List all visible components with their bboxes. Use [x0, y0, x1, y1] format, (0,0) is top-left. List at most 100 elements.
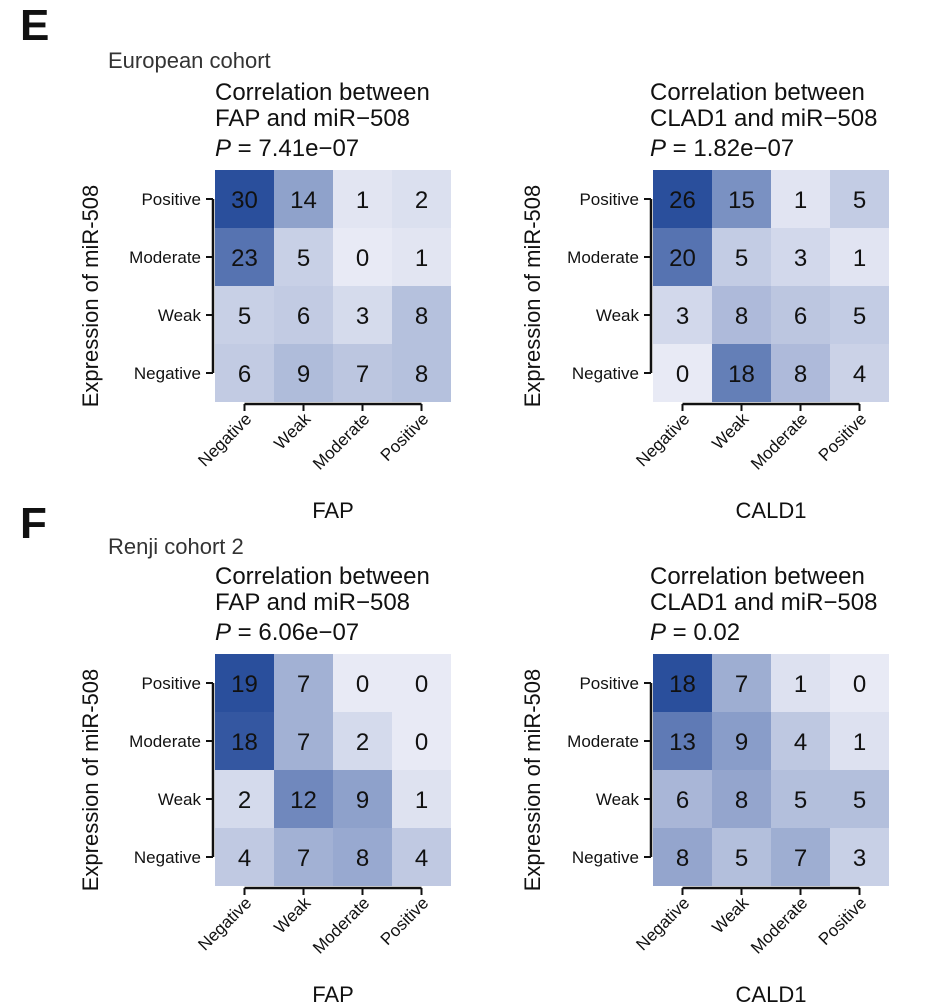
cell-value-label: 2	[415, 187, 428, 214]
cell-value-label: 8	[356, 845, 369, 872]
cell-value-label: 9	[297, 361, 310, 388]
panel-letter-e: E	[20, 1, 49, 50]
cell-value-label: 4	[238, 845, 251, 872]
heatmap-cell	[830, 228, 889, 286]
heatmap-cell	[712, 828, 771, 886]
cell-value-label: 8	[415, 361, 428, 388]
cell-value-label: 6	[676, 787, 689, 814]
p-value: = 7.41e−07	[231, 135, 359, 162]
cell-value-label: 0	[356, 671, 369, 698]
heatmap-cell	[771, 828, 830, 886]
cell-value-label: 15	[728, 187, 755, 214]
heatmap-cell	[712, 770, 771, 828]
cell-value-label: 3	[356, 303, 369, 330]
cell-value-label: 3	[853, 845, 866, 872]
x-tick-label: Negative	[194, 893, 255, 954]
heatmap-cell	[274, 654, 333, 712]
y-tick-label: Moderate	[567, 732, 639, 751]
cell-value-label: 5	[238, 303, 251, 330]
cell-value-label: 6	[794, 303, 807, 330]
x-tick-label: Moderate	[309, 893, 373, 957]
heatmap-cell	[771, 770, 830, 828]
cell-value-label: 9	[356, 787, 369, 814]
cell-value-label: 30	[231, 187, 258, 214]
chart-title-line1: Correlation between	[650, 79, 865, 106]
cohort-label-european: European cohort	[108, 48, 271, 73]
heatmap-cell	[771, 654, 830, 712]
cell-value-label: 0	[415, 671, 428, 698]
cell-value-label: 19	[231, 671, 258, 698]
heatmap-cell	[830, 828, 889, 886]
heatmap-cell	[653, 712, 712, 770]
heatmap-cell	[392, 712, 451, 770]
heatmap-cell	[215, 654, 274, 712]
heatmap-cell	[653, 228, 712, 286]
x-axis-title: CALD1	[736, 498, 807, 523]
cell-value-label: 9	[735, 729, 748, 756]
cell-value-label: 7	[735, 671, 748, 698]
y-tick-label: Weak	[596, 306, 640, 325]
heatmap-cell	[274, 228, 333, 286]
heatmap-cell	[274, 828, 333, 886]
heatmap-cell	[333, 712, 392, 770]
cell-value-label: 7	[297, 845, 310, 872]
cell-value-label: 26	[669, 187, 696, 214]
cell-value-label: 13	[669, 729, 696, 756]
p-value: = 0.02	[666, 619, 740, 646]
cell-value-label: 8	[735, 303, 748, 330]
heatmap-cell	[392, 228, 451, 286]
p-symbol: P	[215, 135, 231, 162]
heatmap-cell	[712, 344, 771, 402]
y-axis-title: Expression of miR-508	[520, 185, 545, 408]
y-tick-label: Negative	[134, 364, 201, 383]
cell-value-label: 3	[794, 245, 807, 272]
heatmap-cell	[333, 828, 392, 886]
y-tick-label: Positive	[141, 190, 201, 209]
y-tick-label: Positive	[141, 674, 201, 693]
heatmap-cell	[274, 770, 333, 828]
heatmap-cell	[830, 344, 889, 402]
heatmap-cell	[274, 286, 333, 344]
cell-value-label: 5	[853, 303, 866, 330]
y-tick-label: Moderate	[129, 248, 201, 267]
y-tick-label: Positive	[579, 674, 639, 693]
x-tick-label: Moderate	[747, 409, 811, 473]
heatmap-cell	[333, 344, 392, 402]
heatmap-cell	[830, 712, 889, 770]
p-symbol: P	[215, 619, 231, 646]
heatmap-cell	[653, 654, 712, 712]
y-tick-label: Moderate	[567, 248, 639, 267]
cell-value-label: 6	[297, 303, 310, 330]
y-tick-label: Negative	[572, 364, 639, 383]
x-tick-label: Weak	[708, 893, 752, 937]
chart-title-line1: Correlation between	[215, 79, 430, 106]
heatmap-cell	[333, 228, 392, 286]
heatmap-cell	[333, 654, 392, 712]
cell-value-label: 5	[735, 245, 748, 272]
heatmap-cell	[215, 170, 274, 228]
chart-title-line1: Correlation between	[215, 563, 430, 590]
y-tick-label: Negative	[134, 848, 201, 867]
cell-value-label: 1	[794, 187, 807, 214]
cell-value-label: 6	[238, 361, 251, 388]
cell-value-label: 2	[356, 729, 369, 756]
cell-value-label: 18	[231, 729, 258, 756]
y-tick-label: Weak	[158, 790, 202, 809]
x-axis-title: FAP	[312, 498, 354, 523]
x-tick-label: Negative	[632, 409, 693, 470]
y-axis-title: Expression of miR-508	[78, 185, 103, 408]
p-symbol: P	[650, 619, 666, 646]
y-axis-title: Expression of miR-508	[520, 669, 545, 892]
heatmap-cell	[392, 170, 451, 228]
chart-title-line1: Correlation between	[650, 563, 865, 590]
cell-value-label: 4	[853, 361, 866, 388]
cell-value-label: 1	[356, 187, 369, 214]
heatmap-cell	[274, 344, 333, 402]
heatmap-cell	[653, 344, 712, 402]
heatmap-cell	[712, 654, 771, 712]
cell-value-label: 5	[735, 845, 748, 872]
cell-value-label: 7	[356, 361, 369, 388]
x-tick-label: Weak	[270, 893, 314, 937]
